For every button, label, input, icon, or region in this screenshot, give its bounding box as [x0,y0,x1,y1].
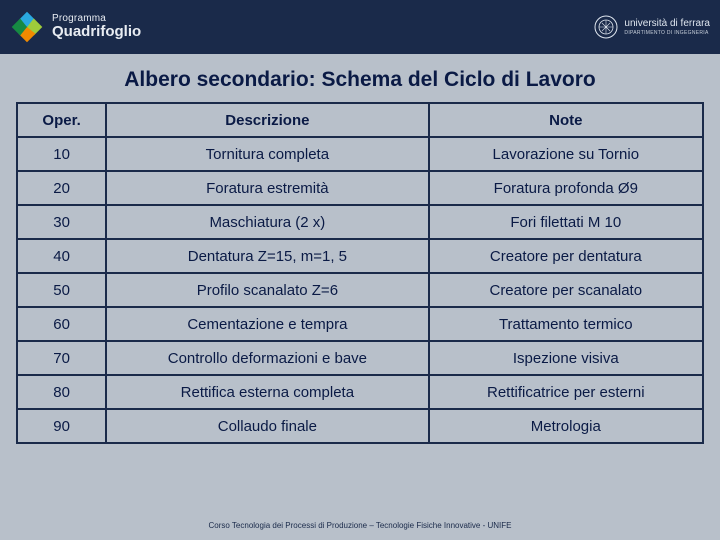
cell-desc: Collaudo finale [106,409,428,443]
table-row: 80Rettifica esterna completaRettificatri… [17,375,703,409]
cell-oper: 50 [17,273,106,307]
cell-oper: 20 [17,171,106,205]
table-row: 40Dentatura Z=15, m=1, 5Creatore per den… [17,239,703,273]
cell-desc: Maschiatura (2 x) [106,205,428,239]
cell-oper: 80 [17,375,106,409]
col-header-note: Note [429,103,703,137]
slide-title: Albero secondario: Schema del Ciclo di L… [0,54,720,102]
table-container: Oper. Descrizione Note 10Tornitura compl… [0,102,720,515]
cell-oper: 30 [17,205,106,239]
slide-footer: Corso Tecnologia dei Processi di Produzi… [0,515,720,540]
university-text: università di ferrara DIPARTIMENTO DI IN… [624,19,710,36]
logo-text: Programma Quadrifoglio [52,14,141,40]
university-block: università di ferrara DIPARTIMENTO DI IN… [594,15,710,39]
table-row: 90Collaudo finaleMetrologia [17,409,703,443]
cell-desc: Dentatura Z=15, m=1, 5 [106,239,428,273]
slide-header: Programma Quadrifoglio università di fer… [0,0,720,54]
table-row: 20Foratura estremitàForatura profonda Ø9 [17,171,703,205]
cell-desc: Profilo scanalato Z=6 [106,273,428,307]
university-department: DIPARTIMENTO DI INGEGNERIA [624,31,710,36]
cell-desc: Foratura estremità [106,171,428,205]
cell-desc: Tornitura completa [106,137,428,171]
cell-oper: 10 [17,137,106,171]
cell-note: Creatore per scanalato [429,273,703,307]
university-name: università di ferrara [624,19,710,29]
cell-note: Creatore per dentatura [429,239,703,273]
logo-left-block: Programma Quadrifoglio [10,10,141,44]
cell-oper: 90 [17,409,106,443]
table-row: 30Maschiatura (2 x)Fori filettati M 10 [17,205,703,239]
table-row: 10Tornitura completaLavorazione su Torni… [17,137,703,171]
table-row: 60Cementazione e tempraTrattamento termi… [17,307,703,341]
cell-note: Metrologia [429,409,703,443]
cell-note: Ispezione visiva [429,341,703,375]
cell-note: Foratura profonda Ø9 [429,171,703,205]
clover-logo-icon [10,10,44,44]
cell-oper: 40 [17,239,106,273]
cell-oper: 70 [17,341,106,375]
cell-desc: Rettifica esterna completa [106,375,428,409]
table-row: 70Controllo deformazioni e baveIspezione… [17,341,703,375]
university-seal-icon [594,15,618,39]
table-header-row: Oper. Descrizione Note [17,103,703,137]
col-header-oper: Oper. [17,103,106,137]
cell-note: Lavorazione su Tornio [429,137,703,171]
cell-desc: Cementazione e tempra [106,307,428,341]
cell-desc: Controllo deformazioni e bave [106,341,428,375]
logo-quadrifoglio-label: Quadrifoglio [52,24,141,40]
col-header-desc: Descrizione [106,103,428,137]
table-row: 50Profilo scanalato Z=6Creatore per scan… [17,273,703,307]
cell-note: Trattamento termico [429,307,703,341]
cell-note: Fori filettati M 10 [429,205,703,239]
cell-oper: 60 [17,307,106,341]
cell-note: Rettificatrice per esterni [429,375,703,409]
work-cycle-table: Oper. Descrizione Note 10Tornitura compl… [16,102,704,444]
